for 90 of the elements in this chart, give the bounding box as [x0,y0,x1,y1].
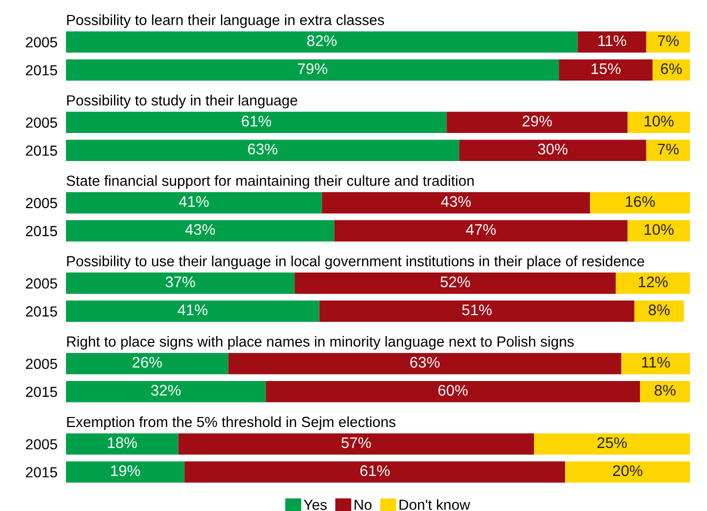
y-tick-label: 2015 [26,467,58,478]
bar [628,112,690,134]
data-label: 51% [462,304,492,316]
chart-title: Possibility to learn their language in extra classes [67,14,384,28]
bar [646,31,690,53]
data-label: 41% [178,196,209,207]
data-label: 8% [654,384,676,396]
bar [459,140,646,162]
bar [616,272,690,294]
bar [446,112,628,134]
y-tick-label: 2015 [26,146,58,156]
bar [66,220,334,242]
data-label: 12% [638,276,668,288]
data-label: 11% [642,356,670,368]
data-label: 29% [522,116,552,126]
bar [66,140,460,162]
bar [558,59,653,81]
data-label: 63% [248,144,278,154]
bar [319,300,634,322]
data-label: 57% [341,437,371,448]
y-tick-label: 2015 [26,65,58,76]
bar [178,433,534,455]
y-tick-label: 2005 [26,198,58,208]
data-label: 52% [440,276,470,288]
data-label: 10% [644,116,674,126]
data-label: 15% [592,63,621,74]
data-label: 32% [151,384,181,396]
data-label: 19% [111,465,140,476]
y-tick-label: 2005 [26,118,58,128]
chart-title: Possibility to study in their language [67,94,298,108]
bar [322,192,590,214]
data-label: 16% [626,196,655,207]
chart-title: Exemption from the 5% threshold in Sejm elections [67,416,396,430]
bar [640,380,690,402]
bar [66,380,266,402]
y-tick-label: 2015 [26,306,58,317]
data-label: 61% [242,116,272,126]
data-label: 60% [438,384,468,396]
bar [66,352,228,374]
bar [66,192,322,214]
data-label: 43% [441,196,471,207]
data-label: 43% [185,224,215,235]
data-label: 7% [658,144,679,154]
data-label: 63% [410,356,440,368]
data-label: 10% [644,224,674,235]
data-label: 61% [360,465,390,476]
legend-label: No [354,500,372,510]
bar [646,140,690,162]
bar [66,300,320,322]
data-label: 37% [166,276,196,288]
bar [590,192,690,214]
y-tick-label: 2005 [26,37,58,48]
bar [628,220,690,242]
chart-title: Right to place signs with place names in minority language next to Polish signs [67,336,574,350]
bar [66,433,178,455]
bar [621,352,690,374]
data-label: 79% [298,63,328,74]
bar [66,112,447,134]
data-label: 11% [598,35,626,46]
bar [294,272,616,294]
data-label: 6% [661,63,682,74]
bar [565,461,690,483]
data-label: 47% [466,224,496,235]
chart-title: Possibility to use their language in local government institutions in their place of residence [67,256,644,270]
data-label: 18% [108,437,137,448]
data-label: 26% [132,356,162,368]
bar [534,433,690,455]
y-tick-label: 2015 [26,226,58,236]
bar [228,352,622,374]
data-label: 25% [597,437,627,448]
bar [578,31,646,53]
bar [334,220,628,242]
bar [184,461,566,483]
data-label: 30% [538,144,568,154]
data-label: 8% [648,304,670,316]
data-label: 7% [658,35,679,46]
bar [66,461,185,483]
y-tick-label: 2015 [26,386,58,398]
data-label: 41% [178,304,208,316]
y-tick-label: 2005 [26,358,58,370]
data-label: 20% [613,465,642,476]
chart-title: State financial support for maintaining their culture and tradition [66,175,474,189]
legend-label: Don't know [400,499,470,510]
bar [66,272,295,294]
data-label: 82% [307,35,337,46]
y-tick-label: 2005 [26,278,58,289]
legend-label: Yes [304,500,327,510]
y-tick-label: 2005 [26,439,58,450]
bar [266,380,640,402]
bar [634,300,684,322]
